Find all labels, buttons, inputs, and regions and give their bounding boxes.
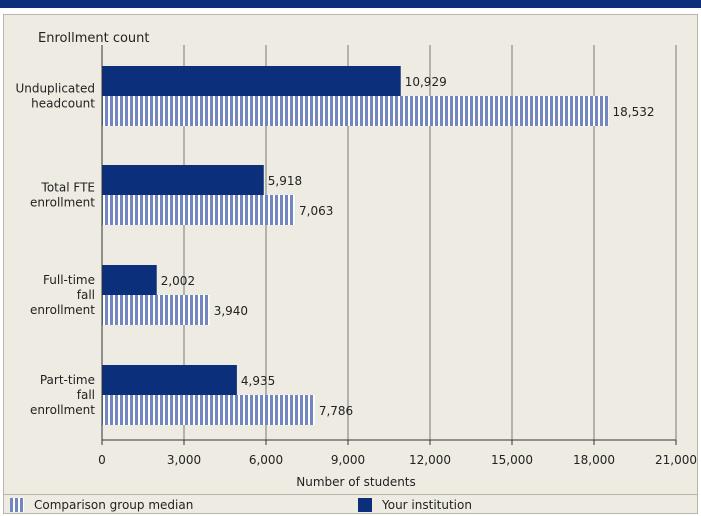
legend-label-yours: Your institution [382, 498, 472, 512]
legend-item-comparison: Comparison group median [10, 497, 193, 513]
bar-your-institution [102, 265, 157, 295]
x-tick-label: 18,000 [573, 453, 615, 467]
chart-title: Enrollment count [38, 31, 150, 46]
data-label-your-institution: 5,918 [268, 174, 302, 188]
data-label-comparison-median: 7,063 [299, 204, 333, 218]
legend-label-comparison: Comparison group median [34, 498, 194, 512]
x-tick-label: 15,000 [491, 453, 533, 467]
bar-your-institution [102, 66, 401, 96]
x-tick-label: 3,000 [167, 453, 201, 467]
header-bar [0, 0, 701, 8]
bar-comparison-median [102, 295, 210, 325]
bar-your-institution [102, 165, 264, 195]
data-label-comparison-median: 18,532 [613, 105, 655, 119]
data-label-comparison-median: 7,786 [319, 404, 353, 418]
legend-separator [3, 494, 698, 495]
data-label-your-institution: 10,929 [405, 75, 447, 89]
bar-comparison-median [102, 96, 609, 126]
x-tick-label: 9,000 [331, 453, 365, 467]
x-tick-label: 21,000 [655, 453, 697, 467]
bar-your-institution [102, 365, 237, 395]
comparison-swatch [10, 498, 24, 512]
x-axis-title: Number of students [296, 475, 416, 489]
data-label-your-institution: 2,002 [161, 274, 195, 288]
bar-comparison-median [102, 395, 315, 425]
category-label: Full-time fall enrollment [30, 273, 95, 317]
data-label-comparison-median: 3,940 [214, 304, 248, 318]
category-label: Total FTE enrollment [30, 181, 95, 210]
yours-swatch [358, 498, 372, 512]
category-label: Unduplicated headcount [15, 82, 95, 111]
enrollment-bar-chart: Enrollment count 10,929 18,532 5,918 7,063 2… [15, 31, 697, 489]
legend-item-yours: Your institution [358, 497, 472, 513]
x-tick-label: 12,000 [409, 453, 451, 467]
x-tick-label: 0 [98, 453, 106, 467]
x-tick-label: 6,000 [249, 453, 283, 467]
data-label-your-institution: 4,935 [241, 374, 275, 388]
category-label: Part-time fall enrollment [30, 373, 95, 417]
bar-comparison-median [102, 195, 296, 225]
